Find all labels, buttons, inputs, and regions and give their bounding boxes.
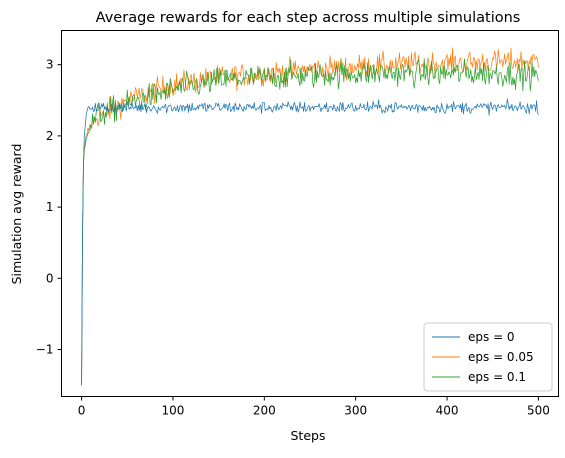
plot-frame (61, 30, 559, 397)
series-line (81, 58, 539, 386)
series-line (81, 47, 539, 386)
series-layer (81, 47, 539, 386)
x-axis-label: Steps (291, 428, 326, 443)
legend-entry: eps = 0.05 (468, 350, 534, 364)
legend-entry: eps = 0 (468, 330, 515, 344)
y-tick-label: −1 (36, 343, 54, 357)
y-tick-label: 1 (46, 200, 54, 214)
legend-box (423, 322, 553, 392)
x-tick-label: 200 (253, 404, 276, 418)
legend: eps = 0 eps = 0.05 eps = 0.1 (423, 322, 553, 392)
y-axis-label: Simulation avg reward (9, 144, 24, 285)
chart-title: Average rewards for each step across mul… (96, 10, 521, 26)
y-tick-label: 0 (46, 271, 54, 285)
x-tick-label: 300 (344, 404, 367, 418)
y-tick-label: 2 (46, 129, 54, 143)
legend-entry: eps = 0.1 (468, 370, 526, 384)
x-tick-label: 500 (527, 404, 550, 418)
series-line (81, 98, 539, 386)
y-tick-label: 3 (46, 58, 54, 72)
x-tick-label: 400 (436, 404, 459, 418)
x-tick-label: 0 (78, 404, 86, 418)
y-axis: −1 0 1 2 3 (36, 58, 62, 357)
x-tick-label: 100 (162, 404, 185, 418)
x-axis: 0 100 200 300 400 500 (78, 396, 550, 418)
